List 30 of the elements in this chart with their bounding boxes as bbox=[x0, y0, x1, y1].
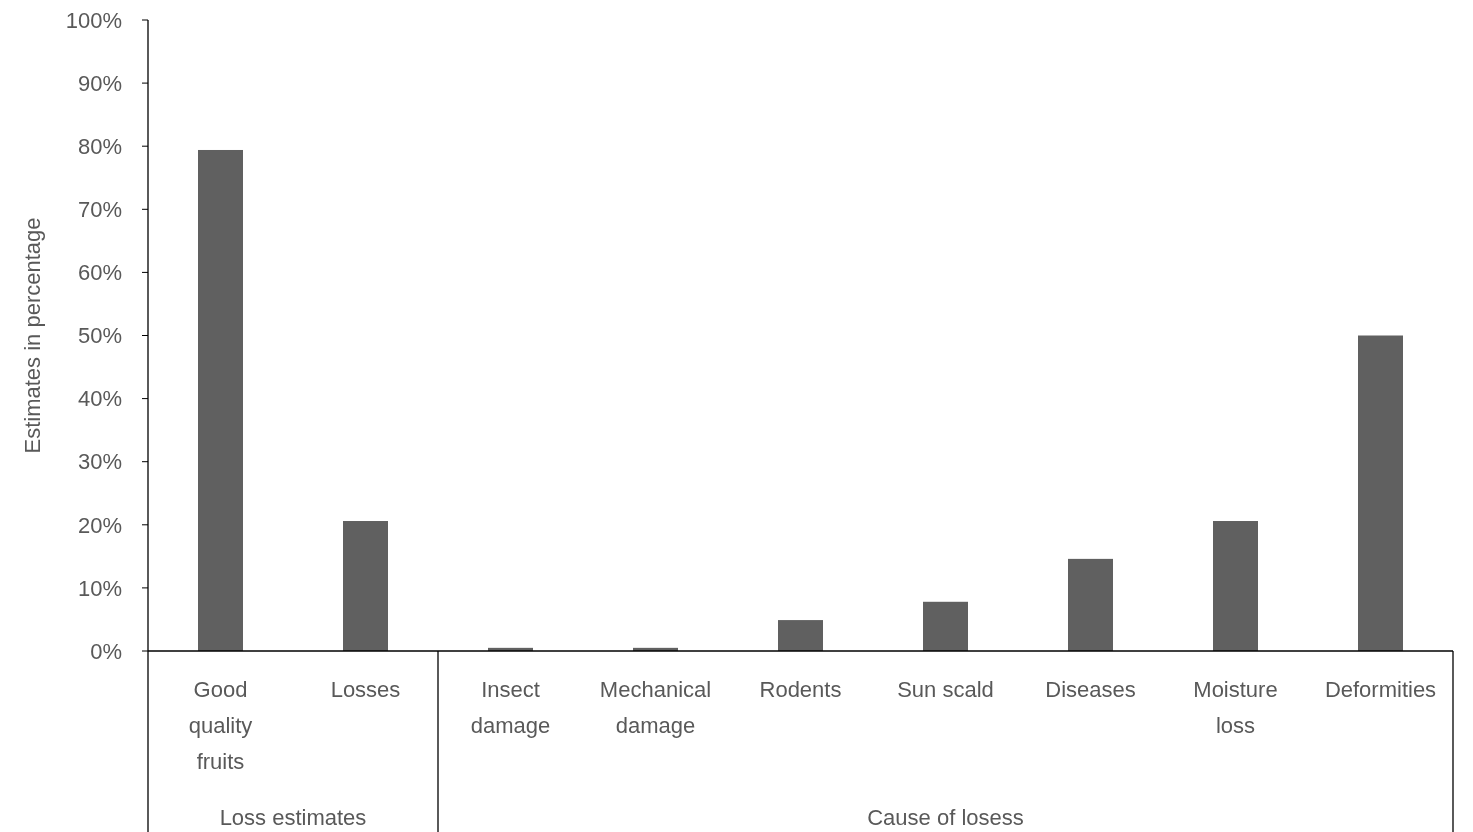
x-tick-label: Sun scald bbox=[897, 677, 994, 702]
x-tick-label: Moisture loss bbox=[1193, 677, 1278, 738]
bar bbox=[198, 149, 243, 651]
bar bbox=[1213, 521, 1258, 651]
y-tick-label: 90% bbox=[77, 70, 122, 96]
y-tick-label: 80% bbox=[77, 133, 122, 159]
x-tick-label: Insect damage bbox=[470, 677, 551, 738]
bar bbox=[1358, 335, 1403, 651]
y-tick-label: 70% bbox=[77, 197, 122, 222]
x-tick-label: Mechanical damage bbox=[599, 677, 712, 738]
text: Loss estimates bbox=[219, 805, 367, 830]
y-tick-label: 60% bbox=[77, 260, 122, 286]
y-axis-title: Estimates in percentage bbox=[20, 217, 45, 454]
x-tick-label: Deformities bbox=[1324, 677, 1437, 702]
x-tick-label: Rodents bbox=[759, 677, 842, 702]
bar bbox=[778, 620, 823, 651]
y-tick-label: 20% bbox=[77, 512, 122, 538]
y-tick-label: 40% bbox=[77, 386, 122, 412]
y-tick-label: 50% bbox=[77, 323, 122, 349]
bar bbox=[923, 601, 968, 651]
bar bbox=[343, 521, 388, 651]
text: Cause of losess bbox=[867, 805, 1024, 830]
x-tick-label: Losses bbox=[330, 677, 401, 702]
y-tick-label: 0% bbox=[90, 638, 122, 664]
y-tick-label: 10% bbox=[77, 575, 122, 601]
x-tick-label: Good quality fruits bbox=[188, 677, 253, 774]
x-tick-label: Diseases bbox=[1045, 677, 1136, 702]
y-tick-label: 30% bbox=[77, 449, 122, 475]
bar bbox=[1068, 558, 1113, 651]
y-tick-label: 100% bbox=[65, 7, 122, 33]
